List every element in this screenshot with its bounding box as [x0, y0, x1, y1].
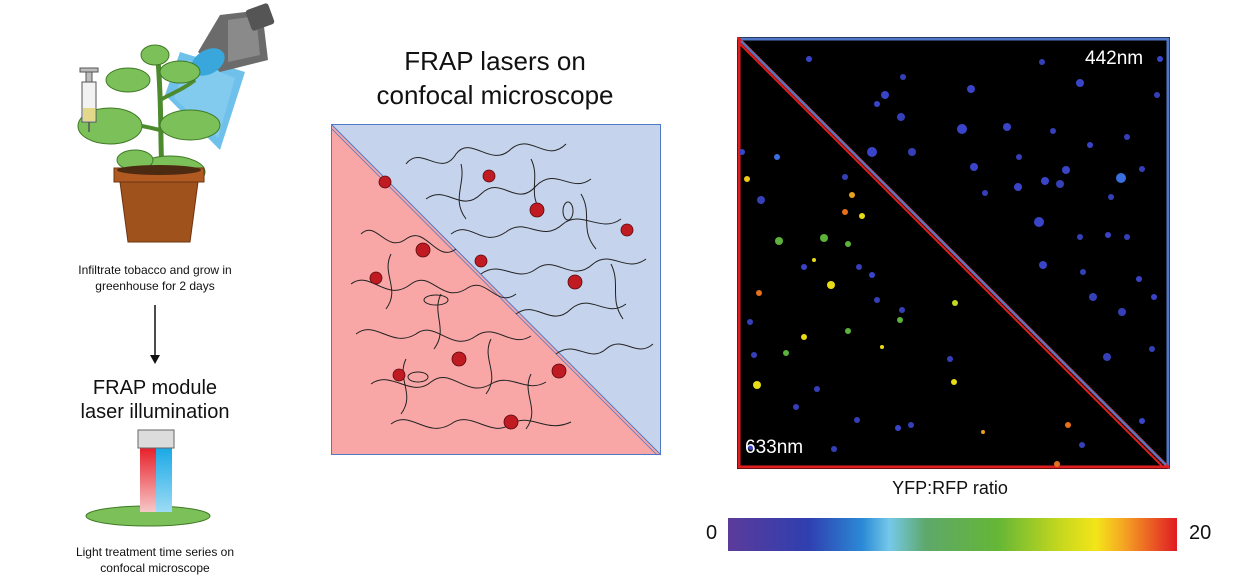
cell-walls: [350, 143, 654, 430]
infiltrate-caption-line2: greenhouse for 2 days: [95, 279, 215, 293]
confocal-image-panel: [737, 37, 1170, 469]
label-633nm: 633nm: [745, 437, 804, 458]
laser-module-illustration: [85, 429, 211, 527]
ratio-title: YFP:RFP ratio: [892, 478, 1008, 498]
syringe-icon: [79, 67, 99, 132]
light-treatment-line2: confocal microscope: [100, 561, 210, 575]
middle-title-line2: confocal microscope: [376, 80, 614, 110]
light-treatment-line1: Light treatment time series on: [75, 545, 235, 559]
frap-module-title: FRAP module laser illumination: [50, 376, 260, 424]
infiltrate-caption-line1: Infiltrate tobacco and grow in: [78, 263, 232, 277]
scale-min-label: 0: [706, 522, 718, 544]
color-scale-bar: [728, 518, 1177, 551]
red-cell-marks: [369, 169, 634, 430]
plant-illustration: [77, 3, 275, 243]
pot-icon: [113, 165, 205, 243]
frap-module-line1: FRAP module: [92, 377, 218, 399]
frap-module-line2: laser illumination: [80, 401, 230, 423]
middle-title-line1: FRAP lasers on: [404, 46, 586, 76]
laser-head-icon: [137, 429, 175, 449]
scale-max-label: 20: [1189, 522, 1212, 544]
label-442nm: 442nm: [1085, 48, 1144, 69]
light-treatment-caption: Light treatment time series on confocal …: [40, 544, 270, 576]
red-laser-beam: [140, 448, 156, 512]
flow-arrow: [150, 305, 160, 364]
lamp-icon: [191, 3, 275, 76]
infiltrate-caption: Infiltrate tobacco and grow in greenhous…: [40, 262, 270, 294]
middle-title: FRAP lasers on confocal microscope: [330, 44, 660, 112]
fluorescence-dots: [739, 56, 1163, 467]
blue-laser-beam: [156, 448, 172, 512]
frap-cell-diagram: [331, 124, 662, 456]
